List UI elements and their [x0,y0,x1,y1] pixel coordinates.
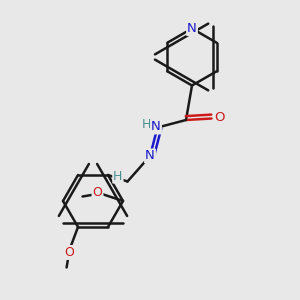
Text: O: O [65,246,74,259]
Text: N: N [151,120,161,134]
Text: O: O [215,111,225,124]
Text: H: H [141,118,151,131]
Text: H: H [113,169,123,183]
Text: N: N [145,149,155,163]
Text: N: N [187,22,197,35]
Text: O: O [93,185,102,199]
